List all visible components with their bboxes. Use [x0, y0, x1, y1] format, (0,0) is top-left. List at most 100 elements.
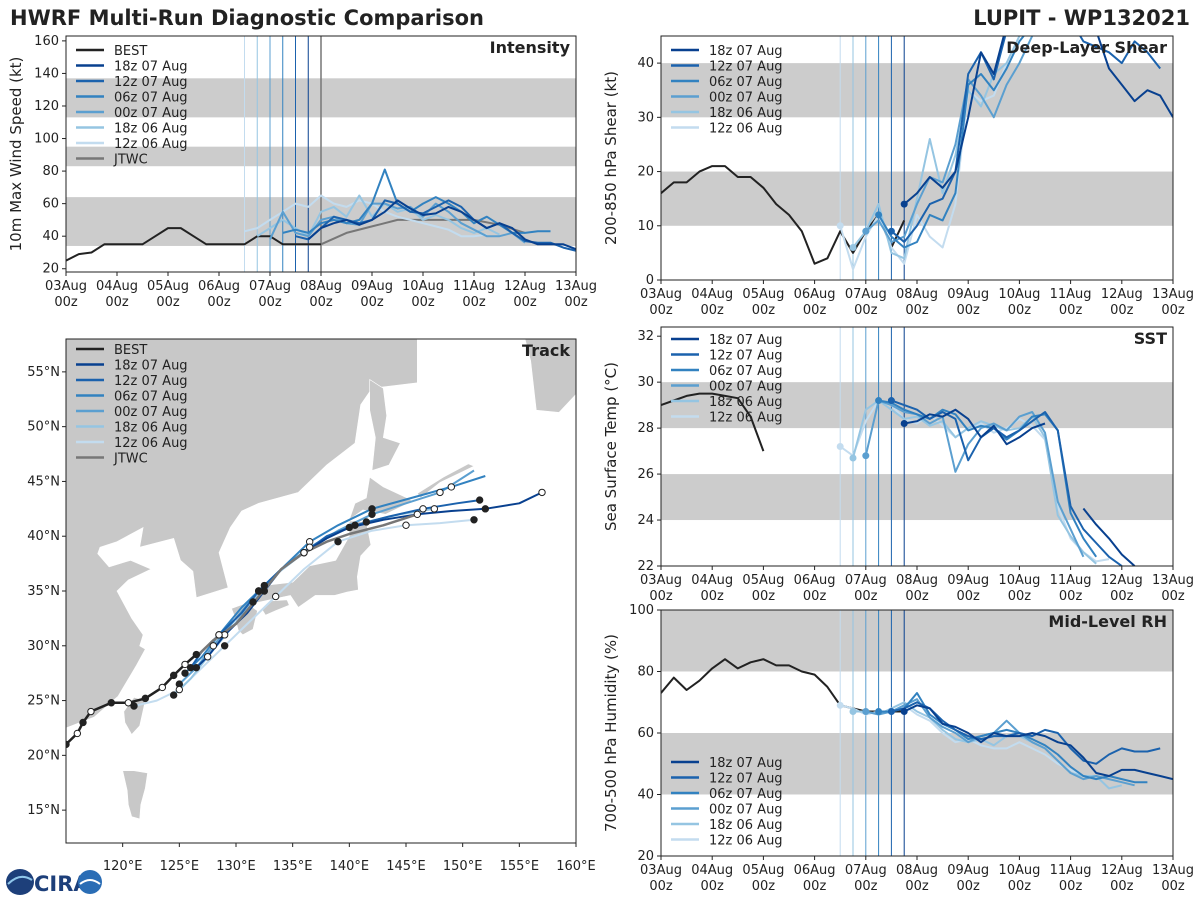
sst-xtick-hour: 00z	[905, 589, 929, 604]
track-position-marker	[475, 496, 484, 504]
sst-legend-label: 12z 06 Aug	[709, 411, 783, 426]
intensity-xtick-hour: 00z	[258, 295, 282, 310]
rh-ytick-label: 40	[637, 788, 654, 803]
sst-series-line-0	[904, 408, 1136, 566]
hainan	[0, 754, 21, 775]
rh-xtick-hour: 00z	[1110, 879, 1134, 894]
track-title: Track	[522, 341, 570, 360]
rh-series-line-4	[853, 701, 1123, 790]
rh-xtick-hour: 00z	[649, 879, 673, 894]
sst-ytick-label: 22	[637, 559, 654, 574]
track-xtick-label: 145°E	[386, 859, 426, 874]
sst-xtick-date: 05Aug	[742, 573, 784, 588]
intensity-xtick-date: 11Aug	[453, 279, 495, 294]
rh-xtick-hour: 00z	[1059, 879, 1083, 894]
intensity-xtick-hour: 00z	[156, 295, 180, 310]
track-xtick-label: 160°E	[556, 859, 596, 874]
rh-ytick-label: 80	[637, 665, 654, 680]
rh-init-point-1	[887, 707, 895, 715]
sst-init-point-1	[887, 397, 895, 405]
shear-xtick-hour: 00z	[957, 303, 981, 318]
track-xtick-label: 125°E	[160, 859, 200, 874]
intensity-best-line	[66, 227, 321, 262]
track-ytick-label: 40°N	[27, 529, 60, 544]
intensity-ytick-label: 160	[34, 34, 59, 49]
rh-xtick-date: 12Aug	[1101, 863, 1143, 878]
sst-ytick-label: 32	[637, 329, 654, 344]
figure-title: HWRF Multi-Run Diagnostic Comparison	[10, 6, 484, 30]
shear-xtick-hour: 00z	[905, 303, 929, 318]
track-legend-label: 18z 07 Aug	[114, 359, 188, 374]
track-best-marker	[79, 718, 87, 727]
shear-init-point-1	[887, 227, 895, 235]
track-xtick-label: 140°E	[330, 859, 370, 874]
shear-series-line-1	[890, 36, 1161, 243]
track-ytick-label: 15°N	[27, 803, 60, 818]
panels-layer: 2040608010012014016003Aug00z04Aug00z05Au…	[0, 34, 1194, 894]
track-ytick-label: 35°N	[27, 584, 60, 599]
track-best-marker	[181, 660, 189, 669]
sst-init-point-0	[900, 420, 908, 428]
rh-xtick-date: 09Aug	[947, 863, 989, 878]
sst-series-line-3	[864, 399, 1085, 558]
track-position-marker	[334, 537, 342, 546]
track-legend-label: BEST	[114, 343, 147, 358]
rh-init-point-4	[849, 707, 857, 715]
rh-xtick-date: 10Aug	[998, 863, 1040, 878]
intensity-legend-label: BEST	[114, 44, 147, 59]
rh-title: Mid-Level RH	[1048, 612, 1167, 631]
sst-ytick-label: 26	[637, 467, 654, 482]
sst-init-point-3	[862, 452, 870, 460]
shear-xtick-date: 09Aug	[947, 287, 989, 302]
sst-xtick-hour: 00z	[1008, 589, 1032, 604]
shear-panel: 01020304003Aug00z04Aug00z05Aug00z06Aug00…	[602, 35, 1194, 318]
shear-ytick-label: 0	[646, 273, 654, 288]
shear-title: Deep-Layer Shear	[1006, 38, 1167, 57]
rh-init-point-3	[862, 707, 870, 715]
intensity-ytick-label: 60	[42, 197, 59, 212]
intensity-xtick-hour: 00z	[105, 295, 129, 310]
rh-legend-label: 00z 07 Aug	[709, 803, 783, 818]
track-legend-label: 12z 06 Aug	[114, 436, 188, 451]
shear-xtick-date: 03Aug	[640, 287, 682, 302]
track-legend-label: 06z 07 Aug	[114, 390, 188, 405]
sst-xtick-date: 04Aug	[691, 573, 733, 588]
track-position-marker	[538, 488, 546, 497]
sst-xtick-date: 10Aug	[998, 573, 1040, 588]
shear-xtick-hour: 00z	[1059, 303, 1083, 318]
intensity-ytick-label: 80	[42, 164, 59, 179]
intensity-xtick-date: 10Aug	[402, 279, 444, 294]
shear-xtick-hour: 00z	[649, 303, 673, 318]
sst-legend-label: 18z 07 Aug	[709, 333, 783, 348]
sst-xtick-date: 07Aug	[845, 573, 887, 588]
sst-xtick-date: 12Aug	[1101, 573, 1143, 588]
shear-legend-label: 12z 06 Aug	[709, 122, 783, 137]
track-panel: 15°N 20°N 25°N 30°N 35°N 40°N 45°N 50°N 55°N 120°…	[0, 338, 596, 874]
sst-legend-label: 12z 07 Aug	[709, 349, 783, 364]
track-position-marker	[209, 642, 218, 650]
track-best-marker	[124, 699, 133, 707]
shear-legend-label: 06z 07 Aug	[709, 75, 783, 90]
seal-icon	[78, 870, 102, 894]
track-position-marker	[181, 669, 189, 677]
track-position-marker	[271, 592, 280, 601]
sst-xtick-hour: 00z	[701, 589, 725, 604]
sst-ylabel: Sea Surface Temp (°C)	[602, 362, 620, 531]
intensity-xtick-hour: 00z	[54, 295, 78, 310]
sst-xtick-hour: 00z	[854, 589, 878, 604]
rh-xtick-hour: 00z	[905, 879, 929, 894]
intensity-legend-label: 18z 06 Aug	[114, 122, 188, 137]
shear-series-line-0	[903, 36, 1173, 205]
track-position-marker	[305, 543, 314, 551]
shear-ytick-label: 30	[637, 110, 654, 125]
sst-panel: 22242628303203Aug00z04Aug00z05Aug00z06Au…	[602, 326, 1194, 604]
kuril-islands	[416, 463, 475, 499]
storm-id-title: LUPIT - WP132021	[973, 6, 1190, 30]
track-legend-label: 18z 06 Aug	[114, 421, 188, 436]
rh-xtick-hour: 00z	[1161, 879, 1185, 894]
rh-init-point-0	[900, 707, 908, 715]
track-position-marker	[260, 581, 269, 590]
intensity-series-line-0	[307, 199, 576, 251]
